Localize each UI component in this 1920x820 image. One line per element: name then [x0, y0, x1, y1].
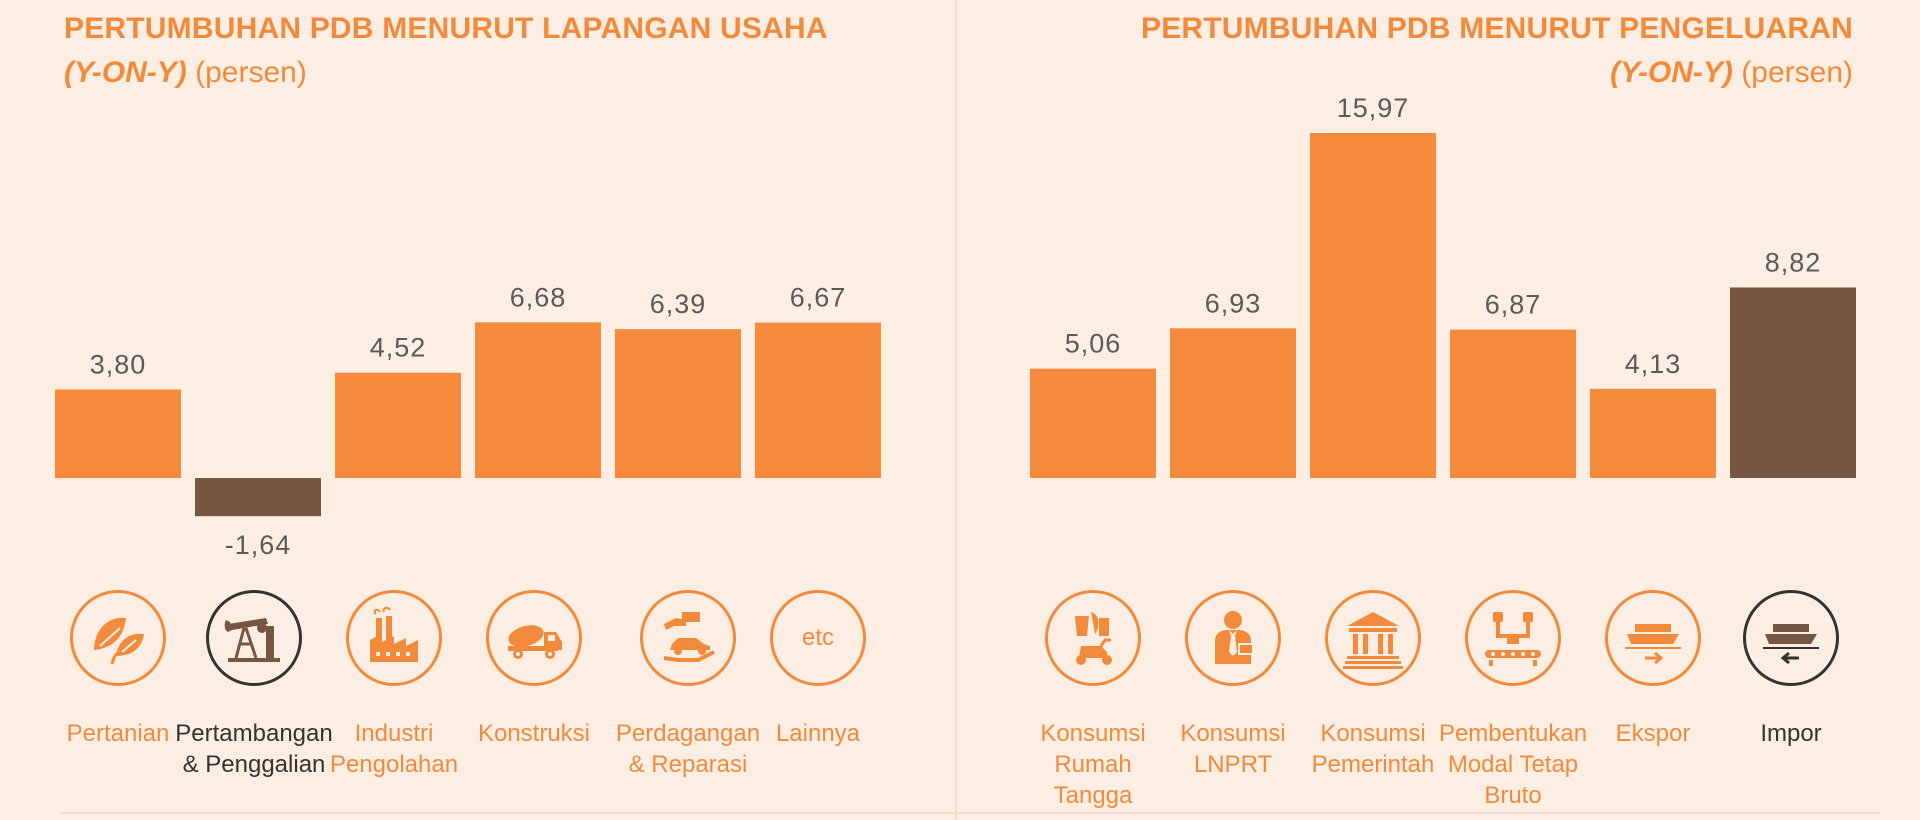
category-label: Pembentukan Modal Tetap Bruto: [1438, 720, 1588, 809]
panel-pengeluaran: PERTUMBUHAN PDB MENURUT PENGELUARAN (Y-O…: [957, 0, 1920, 820]
value-label-1: 5,06: [1065, 329, 1122, 359]
bar-2: [195, 478, 321, 517]
value-label-2: 6,93: [1205, 288, 1262, 318]
left-subtitle-unit: (persen): [195, 56, 307, 89]
category-label: Impor: [1760, 720, 1822, 747]
category-label: Pertanian: [66, 720, 170, 747]
category-label: Konsumsi Rumah Tangga: [1040, 720, 1146, 809]
value-label-3: 4,52: [370, 333, 427, 363]
bar-3: [1310, 133, 1436, 478]
value-label-5: 6,39: [650, 289, 707, 319]
right-subtitle-yoy: (Y-ON-Y): [1610, 56, 1733, 89]
category-label: Konstruksi: [477, 720, 591, 747]
ship-import-icon: [1743, 590, 1839, 686]
bar-5: [1590, 388, 1716, 478]
etc-icon: etc: [770, 590, 866, 686]
right-chart-title: PERTUMBUHAN PDB MENURUT PENGELUARAN: [1141, 12, 1853, 45]
government-building-icon: [1325, 590, 1421, 686]
left-chart-title: PERTUMBUHAN PDB MENURUT LAPANGAN USAHA: [64, 12, 828, 45]
value-label-2: -1,64: [225, 530, 292, 560]
left-subtitle-yoy: (Y-ON-Y): [64, 56, 187, 89]
panel-divider: [955, 0, 957, 820]
category-label: Perdagangan & Reparasi: [615, 720, 761, 778]
hand-car-icon: [640, 590, 736, 686]
category-label: Industri Pengolahan: [329, 720, 459, 778]
right-subtitle-unit: (persen): [1741, 56, 1853, 89]
right-bar-chart: 5,06 6,93 15,97 6,87 4,13 8,82: [1030, 93, 1856, 478]
ship-export-icon: [1605, 590, 1701, 686]
oil-pump-icon: [206, 590, 302, 686]
bar-6: [1730, 287, 1856, 478]
leaves-icon: [70, 590, 166, 686]
food-scooter-icon: [1045, 590, 1141, 686]
left-bar-chart: 3,80 -1,64 4,52 6,68 6,39 6,67: [55, 282, 881, 560]
value-label-4: 6,87: [1485, 290, 1542, 320]
left-chart-subtitle: (Y-ON-Y) (persen): [64, 56, 307, 90]
left-icon-row: etc: [0, 590, 955, 700]
value-label-5: 4,13: [1625, 349, 1682, 379]
bar-5: [615, 329, 741, 478]
bar-2: [1170, 328, 1296, 478]
bar-3: [335, 372, 461, 478]
factory-icon: [346, 590, 442, 686]
robot-arm-icon: [1465, 590, 1561, 686]
category-label: Lainnya: [775, 720, 861, 747]
category-label: Ekspor: [1615, 720, 1691, 747]
value-label-4: 6,68: [510, 282, 567, 312]
category-label: Pertambangan & Penggalian: [175, 720, 333, 778]
value-label-6: 8,82: [1765, 247, 1822, 277]
bar-4: [1450, 329, 1576, 478]
etc-text: etc: [801, 624, 834, 651]
category-label: Konsumsi Pemerintah: [1311, 720, 1435, 778]
right-icon-row: [957, 590, 1920, 700]
value-label-6: 6,67: [790, 283, 847, 313]
bar-1: [1030, 368, 1156, 478]
bar-4: [475, 322, 601, 478]
bar-1: [55, 389, 181, 478]
right-chart-subtitle: (Y-ON-Y) (persen): [1610, 56, 1853, 90]
person-tie-icon: [1185, 590, 1281, 686]
category-label: Konsumsi LNPRT: [1180, 720, 1286, 778]
panel-lapangan-usaha: PERTUMBUHAN PDB MENURUT LAPANGAN USAHA (…: [0, 0, 955, 820]
bar-6: [755, 322, 881, 478]
mixer-truck-icon: [486, 590, 582, 686]
value-label-1: 3,80: [90, 349, 147, 379]
bottom-rule: [60, 812, 1880, 814]
value-label-3: 15,97: [1337, 93, 1410, 123]
